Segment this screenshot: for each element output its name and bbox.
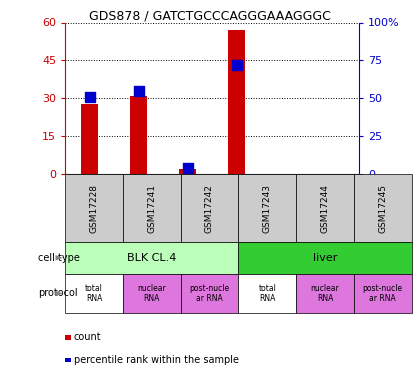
Text: GSM17244: GSM17244 bbox=[320, 184, 329, 232]
Text: count: count bbox=[74, 333, 102, 342]
Text: total
RNA: total RNA bbox=[258, 284, 276, 303]
Point bbox=[135, 88, 142, 94]
Text: nuclear
RNA: nuclear RNA bbox=[137, 284, 166, 303]
Bar bbox=[228, 30, 245, 174]
Bar bbox=[81, 104, 98, 174]
Text: post-nucle
ar RNA: post-nucle ar RNA bbox=[362, 284, 403, 303]
Text: cell type: cell type bbox=[38, 253, 80, 263]
Text: GSM17242: GSM17242 bbox=[205, 184, 214, 232]
Text: nuclear
RNA: nuclear RNA bbox=[311, 284, 339, 303]
Point bbox=[86, 94, 93, 100]
Text: liver: liver bbox=[313, 253, 337, 263]
Text: post-nucle
ar RNA: post-nucle ar RNA bbox=[189, 284, 230, 303]
Text: total
RNA: total RNA bbox=[85, 284, 103, 303]
Text: protocol: protocol bbox=[38, 288, 77, 298]
Text: GSM17241: GSM17241 bbox=[147, 184, 156, 232]
Text: GSM17243: GSM17243 bbox=[263, 184, 272, 232]
Bar bbox=[130, 96, 147, 174]
Point bbox=[184, 165, 191, 171]
Text: BLK CL.4: BLK CL.4 bbox=[127, 253, 176, 263]
Point bbox=[233, 62, 240, 68]
Text: GSM17245: GSM17245 bbox=[378, 184, 387, 232]
Text: percentile rank within the sample: percentile rank within the sample bbox=[74, 355, 239, 365]
Bar bbox=[179, 170, 196, 174]
Text: GSM17228: GSM17228 bbox=[89, 184, 98, 232]
Text: GDS878 / GATCTGCCCAGGGAAAGGGC: GDS878 / GATCTGCCCAGGGAAAGGGC bbox=[89, 9, 331, 22]
